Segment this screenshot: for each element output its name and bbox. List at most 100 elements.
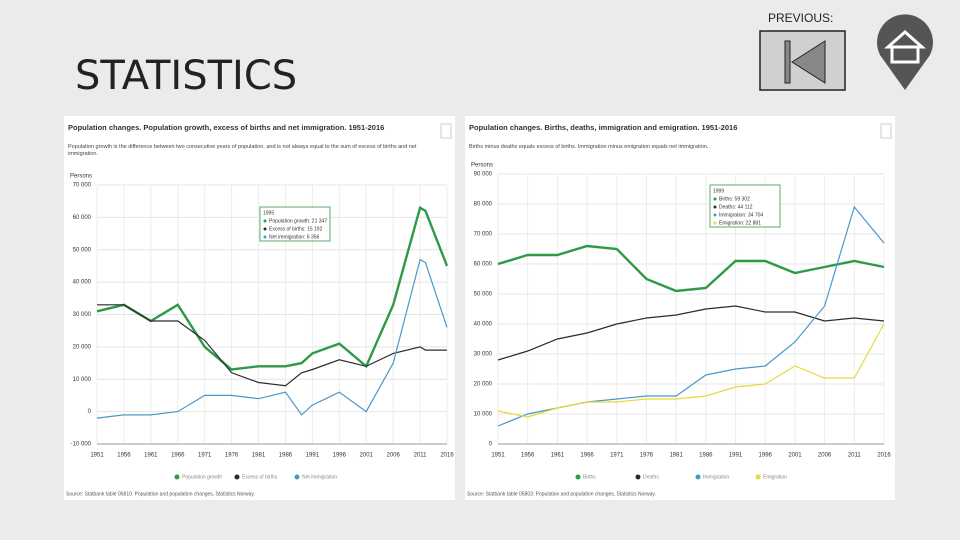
x-tick-label: 2011 — [414, 453, 428, 459]
x-tick-label: 1956 — [117, 453, 131, 459]
x-tick-label: 2011 — [848, 453, 862, 459]
tooltip-marker — [713, 213, 717, 217]
y-axis-label: Persons — [70, 174, 92, 180]
x-tick-label: 1996 — [333, 453, 347, 459]
tooltip-line: Births: 59 302 — [719, 196, 750, 202]
y-tick-label: 40 000 — [474, 322, 493, 328]
tooltip-line: Deaths: 44 112 — [719, 204, 753, 210]
legend-marker — [755, 474, 761, 480]
x-tick-label: 1966 — [171, 453, 185, 459]
y-tick-label: 70 000 — [474, 232, 493, 238]
legend-label: Immigration — [703, 474, 729, 480]
tooltip-line: Population growth: 21 347 — [269, 218, 327, 224]
series-line — [97, 304, 447, 387]
x-tick-label: 1951 — [491, 453, 505, 459]
slide-title: STATISTICS — [75, 53, 297, 99]
nav-label: PREVIOUS: — [768, 11, 833, 25]
x-tick-label: 2006 — [386, 453, 400, 459]
legend-label: Net immigration — [302, 474, 337, 480]
x-tick-label: 1986 — [279, 453, 293, 459]
series-line — [96, 205, 449, 371]
tooltip-box — [709, 184, 781, 228]
tooltip-marker — [263, 235, 267, 239]
series-line — [96, 258, 448, 419]
tooltip-marker — [263, 219, 267, 223]
tooltip-line: Emigration: 22 881 — [719, 220, 761, 226]
tooltip-marker — [713, 221, 717, 225]
x-tick-label: 1956 — [521, 453, 535, 459]
y-tick-label: 30 000 — [474, 352, 493, 358]
tooltip-title: 1999 — [713, 188, 724, 194]
tooltip-marker — [263, 227, 267, 231]
chart-title: Population changes. Births, deaths, immi… — [469, 123, 737, 132]
y-tick-label: 90 000 — [474, 172, 493, 178]
legend-marker — [174, 474, 180, 480]
y-tick-label: 50 000 — [474, 292, 493, 298]
previous-button[interactable] — [759, 30, 846, 91]
tooltip-line: Immigration: 34 704 — [719, 212, 763, 218]
tooltip-title: 1995 — [263, 210, 274, 216]
x-tick-label: 1971 — [610, 453, 624, 459]
y-tick-label: 20 000 — [73, 344, 92, 350]
home-button[interactable] — [877, 14, 933, 90]
y-tick-label: 0 — [88, 409, 92, 415]
y-tick-label: 50 000 — [73, 247, 92, 253]
legend-marker — [294, 474, 300, 480]
chart-source: Source: Statbank table 05803: Population… — [467, 491, 656, 497]
x-tick-label: 1976 — [640, 453, 654, 459]
y-tick-label: 10 000 — [73, 377, 92, 383]
legend-label: Population growth — [182, 474, 222, 480]
chart-source: Source: Statbank table 05810: Population… — [66, 491, 255, 497]
tooltip-marker — [713, 205, 717, 209]
x-tick-label: 1981 — [669, 453, 683, 459]
y-tick-label: 60 000 — [474, 262, 493, 268]
menu-button[interactable] — [880, 123, 892, 139]
x-tick-label: 1976 — [225, 453, 239, 459]
legend-label: Emigration — [763, 474, 787, 480]
x-tick-label: 1961 — [551, 453, 565, 459]
tooltip-marker — [713, 197, 717, 201]
x-tick-label: 2001 — [788, 453, 802, 459]
y-tick-label: 20 000 — [474, 382, 493, 388]
x-tick-label: 1996 — [759, 453, 773, 459]
legend-marker — [635, 474, 641, 480]
chart-title: Population changes. Population growth, e… — [68, 123, 384, 132]
legend-label: Excess of births — [242, 474, 278, 480]
x-tick-label: 2016 — [877, 453, 891, 459]
y-tick-label: 60 000 — [73, 215, 92, 221]
x-tick-label: 1991 — [729, 453, 743, 459]
x-tick-label: 1981 — [252, 453, 266, 459]
x-tick-label: 2016 — [440, 453, 454, 459]
chart-subtitle: Population growth is the difference betw… — [68, 144, 417, 157]
legend-marker — [575, 474, 581, 480]
y-tick-label: 0 — [489, 442, 493, 448]
y-axis-label: Persons — [471, 163, 493, 169]
y-tick-label: 40 000 — [73, 280, 92, 286]
y-tick-label: 70 000 — [73, 183, 92, 189]
series-line — [497, 323, 885, 418]
chart-subtitle-box: Population growth is the difference betw… — [68, 144, 417, 157]
series-line — [497, 305, 885, 361]
y-tick-label: -10 000 — [71, 442, 92, 448]
x-tick-label: 1991 — [306, 453, 320, 459]
x-tick-label: 1986 — [699, 453, 713, 459]
tooltip-box — [259, 206, 331, 242]
x-tick-label: 1971 — [198, 453, 212, 459]
tooltip-line: Excess of births: 15 192 — [269, 226, 323, 232]
x-tick-label: 1966 — [580, 453, 594, 459]
legend-label: Births — [583, 474, 596, 480]
x-tick-label: 2001 — [360, 453, 374, 459]
tooltip-line: Net immigration: 6 356 — [269, 234, 320, 240]
chart-subtitle-box: Births minus deaths equals excess of bir… — [469, 144, 709, 150]
legend-marker — [695, 474, 701, 480]
menu-button[interactable] — [440, 123, 452, 139]
x-tick-label: 1961 — [144, 453, 158, 459]
y-tick-label: 30 000 — [73, 312, 92, 318]
y-tick-label: 10 000 — [474, 412, 493, 418]
chart-subtitle: Births minus deaths equals excess of bir… — [469, 144, 709, 150]
legend-label: Deaths — [643, 474, 659, 480]
legend-marker — [234, 474, 240, 480]
chart-panel — [64, 116, 455, 500]
series-line — [497, 244, 885, 293]
